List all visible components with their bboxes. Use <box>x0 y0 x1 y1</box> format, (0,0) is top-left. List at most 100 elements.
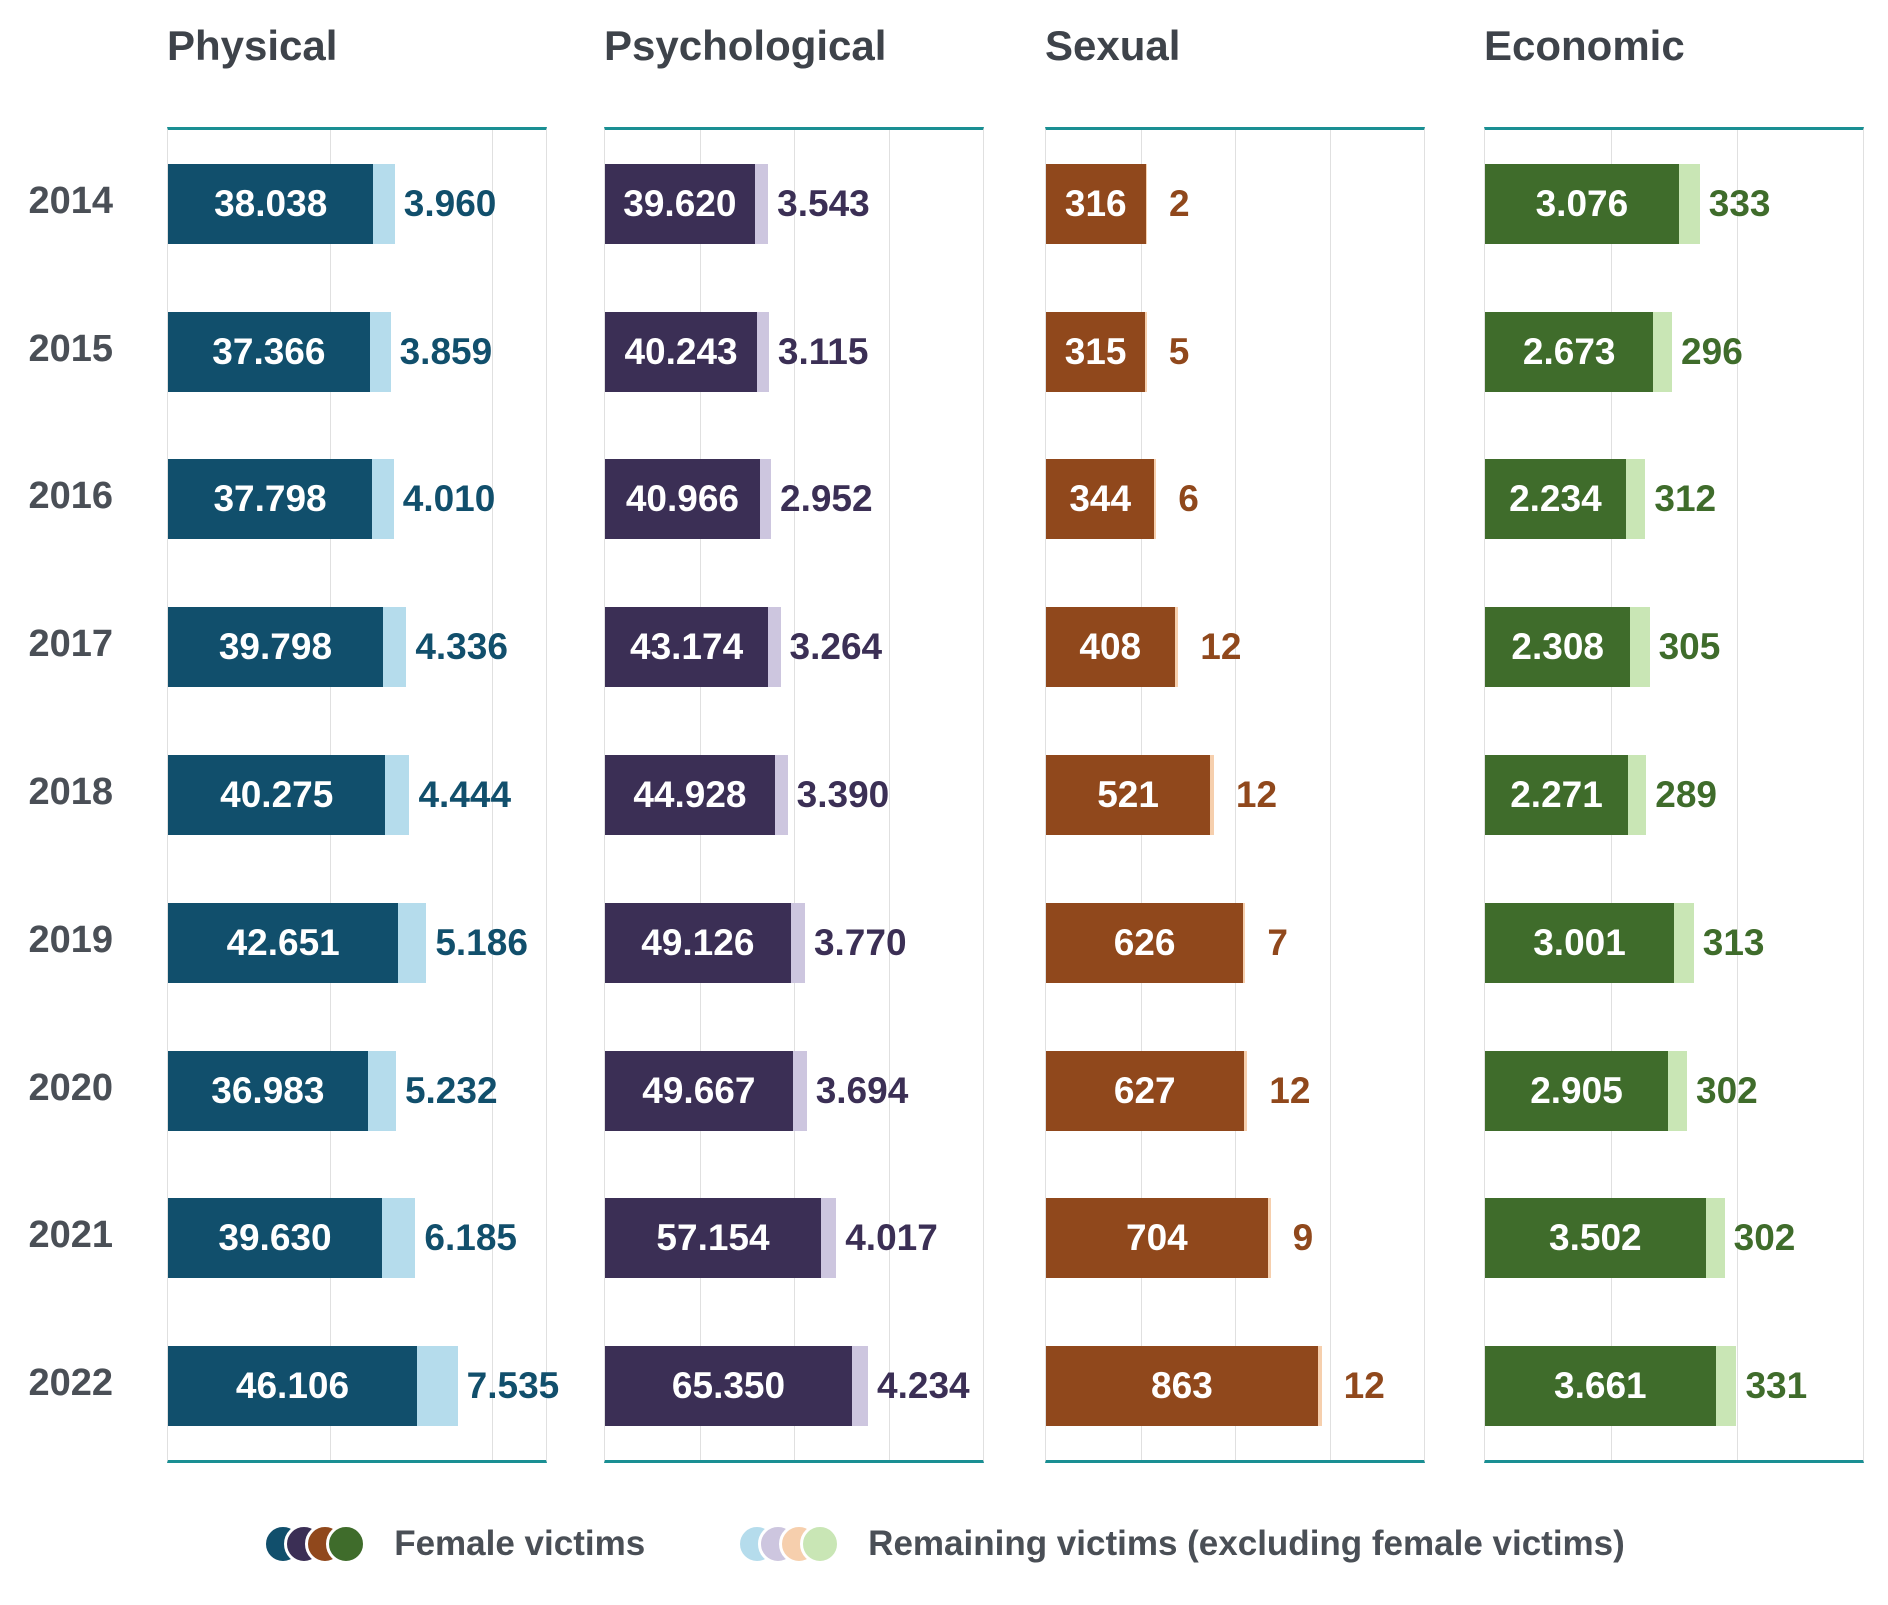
year-label: 2019 <box>28 918 113 961</box>
year-label: 2022 <box>28 1362 113 1405</box>
female-value-label: 49.126 <box>641 921 755 963</box>
female-value-label: 315 <box>1064 330 1127 372</box>
legend-dot <box>326 1524 367 1564</box>
remaining-bar <box>367 1050 396 1131</box>
remaining-bar <box>1674 902 1694 983</box>
remaining-value-label: 289 <box>1655 774 1717 815</box>
remaining-bar <box>1715 1346 1737 1427</box>
female-value-label: 37.798 <box>213 478 327 520</box>
female-bar: 65.350 <box>605 1346 853 1427</box>
remaining-value-label: 5 <box>1168 330 1190 372</box>
remaining-value-label: 3.543 <box>777 182 870 224</box>
female-value-label: 37.366 <box>212 330 326 372</box>
remaining-value-label: 4.010 <box>402 478 496 520</box>
remaining-bar <box>1317 1346 1322 1427</box>
female-bar: 40.275 <box>168 755 386 835</box>
female-value-label: 3.001 <box>1533 921 1626 963</box>
remaining-bar <box>372 459 394 540</box>
female-value-label: 3.076 <box>1535 182 1629 224</box>
female-bar: 2.234 <box>1485 459 1626 540</box>
remaining-value-label: 302 <box>1696 1069 1758 1111</box>
female-bar: 38.038 <box>168 163 374 244</box>
remaining-bar <box>1653 311 1673 392</box>
female-value-label: 57.154 <box>656 1217 770 1259</box>
year-label: 2020 <box>28 1066 113 1109</box>
female-value-label: 39.630 <box>218 1217 332 1259</box>
remaining-bar <box>1668 1050 1688 1131</box>
remaining-value-label: 4.444 <box>418 774 512 815</box>
remaining-value-label: 2.952 <box>780 478 873 520</box>
remaining-value-label: 5.232 <box>404 1069 498 1111</box>
remaining-value-label: 305 <box>1658 626 1721 668</box>
panel-psychological: 39.620 3.543 40.243 3.115 40.966 2.952 43.174 3… <box>604 127 984 1463</box>
remaining-value-label: 331 <box>1745 1365 1808 1407</box>
female-bar: 863 <box>1046 1346 1318 1427</box>
female-bar: 37.366 <box>168 311 370 392</box>
remaining-value-label: 4.234 <box>877 1365 970 1407</box>
remaining-bar <box>369 311 391 392</box>
remaining-bar <box>757 311 769 392</box>
gridline <box>1235 130 1236 1460</box>
remaining-bar <box>768 607 781 688</box>
female-value-label: 344 <box>1069 478 1132 520</box>
female-value-label: 3.502 <box>1549 1217 1642 1259</box>
remaining-bar <box>373 163 395 244</box>
female-value-label: 44.928 <box>633 774 747 815</box>
female-value-label: 2.905 <box>1530 1069 1623 1111</box>
remaining-bar <box>1210 755 1214 835</box>
female-bar: 3.076 <box>1485 163 1679 244</box>
gridline <box>1329 130 1331 1460</box>
remaining-value-label: 12 <box>1200 626 1242 668</box>
year-label: 2014 <box>28 179 113 222</box>
female-bar: 3.502 <box>1485 1198 1706 1279</box>
remaining-value-label: 3.960 <box>403 182 497 224</box>
remaining-bar <box>1174 607 1179 688</box>
remaining-value-label: 12 <box>1269 1069 1311 1111</box>
legend: Female victims Remaining victims (excludi… <box>0 1512 1888 1576</box>
remaining-bar <box>792 1050 807 1131</box>
remaining-bar <box>759 459 771 540</box>
female-bar: 315 <box>1046 311 1146 392</box>
remaining-value-label: 3.264 <box>789 626 883 668</box>
female-bar: 57.154 <box>605 1198 822 1279</box>
year-label: 2018 <box>28 771 113 813</box>
remaining-value-label: 3.694 <box>815 1069 909 1111</box>
female-value-label: 40.275 <box>220 774 334 815</box>
remaining-value-label: 6.185 <box>424 1217 517 1259</box>
remaining-value-label: 2 <box>1169 182 1190 224</box>
year-label: 2017 <box>28 623 113 666</box>
gridline <box>794 130 795 1460</box>
remaining-value-label: 3.115 <box>777 330 869 372</box>
female-bar: 44.928 <box>605 755 775 835</box>
female-value-label: 2.673 <box>1522 330 1616 372</box>
legend-female-icon <box>263 1524 367 1564</box>
female-value-label: 65.350 <box>671 1365 786 1407</box>
legend-remaining-label: Remaining victims (excluding female vict… <box>868 1524 1625 1563</box>
remaining-value-label: 7.535 <box>466 1365 560 1407</box>
female-bar: 408 <box>1046 607 1175 688</box>
remaining-value-label: 312 <box>1654 478 1717 520</box>
female-bar: 3.661 <box>1485 1346 1716 1427</box>
panel-economic: 3.076 333 2.673 296 2.234 312 2.308 305 2.271 289… <box>1484 127 1864 1463</box>
gridline <box>888 130 890 1460</box>
remaining-value-label: 296 <box>1681 330 1743 372</box>
female-bar: 39.620 <box>605 163 755 244</box>
female-value-label: 49.667 <box>642 1069 756 1111</box>
female-bar: 39.630 <box>168 1198 382 1279</box>
remaining-value-label: 4.017 <box>845 1217 938 1259</box>
female-value-label: 40.243 <box>624 330 738 372</box>
panel-title-sexual: Sexual <box>1045 22 1181 69</box>
gridline <box>1737 130 1738 1460</box>
remaining-value-label: 12 <box>1235 774 1278 815</box>
female-value-label: 2.308 <box>1511 626 1604 668</box>
female-value-label: 46.106 <box>235 1365 350 1407</box>
remaining-bar <box>382 607 407 688</box>
remaining-bar <box>1154 459 1157 540</box>
remaining-value-label: 3.770 <box>813 921 907 963</box>
female-bar: 42.651 <box>168 902 399 983</box>
female-value-label: 704 <box>1126 1217 1188 1259</box>
panel-title-economic: Economic <box>1484 22 1685 69</box>
remaining-value-label: 9 <box>1292 1217 1314 1259</box>
female-bar: 40.966 <box>605 459 760 540</box>
